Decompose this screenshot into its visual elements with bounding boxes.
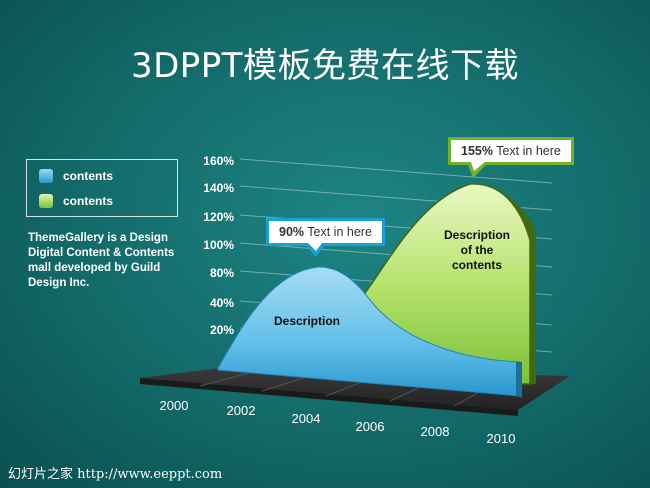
legend: contents contents — [26, 159, 178, 217]
legend-item-blue: contents — [39, 168, 113, 184]
x-tick-label: 2004 — [292, 411, 321, 426]
callout-blue-text: Text in here — [304, 225, 372, 239]
x-tick-label: 2006 — [356, 419, 385, 434]
green-description-line1: Description — [443, 228, 510, 242]
y-tick-label: 140% — [203, 181, 234, 195]
legend-swatch-green — [39, 194, 53, 208]
callout-blue: 90% Text in here — [266, 218, 385, 246]
y-tick-label: 80% — [210, 266, 234, 280]
callout-green-value: 155% — [461, 144, 493, 158]
x-tick-label: 2008 — [421, 424, 450, 439]
callout-blue-value: 90% — [279, 225, 305, 239]
green-description: Description of the contents — [432, 228, 522, 273]
green-description-line2: of the — [460, 243, 494, 257]
legend-swatch-blue — [39, 169, 53, 183]
x-tick-label: 2010 — [487, 431, 516, 446]
legend-label-green: contents — [63, 194, 114, 208]
green-description-line3: contents — [451, 258, 502, 272]
footer: 幻灯片之家 http://www.eeppt.com — [8, 467, 223, 482]
side-description: ThemeGallery is a Design Digital Content… — [28, 232, 175, 289]
legend-item-green: contents — [39, 193, 113, 209]
blue-series-area — [217, 266, 521, 397]
x-tick-label: 2002 — [227, 403, 256, 418]
y-tick-label: 120% — [203, 210, 234, 224]
y-tick-label: 160% — [203, 154, 234, 168]
callout-green-pointer — [467, 162, 489, 178]
grid-line — [239, 158, 553, 184]
x-tick-label: 2000 — [160, 398, 189, 413]
y-tick-label: 100% — [203, 238, 234, 252]
y-tick-label: 40% — [210, 296, 234, 310]
callout-green-text: Text in here — [492, 144, 561, 158]
chart-floor-edge — [140, 378, 518, 416]
y-axis-ticks: 20% 40% 80% 100% 120% 140% 160% — [203, 154, 234, 337]
slide-title: 3DPPT模板免费在线下载 — [130, 46, 520, 86]
blue-series-front — [516, 362, 522, 398]
x-axis-ticks: 2000 2002 2004 2006 2008 2010 — [160, 398, 516, 446]
callout-blue-pointer — [304, 243, 326, 257]
blue-description: Description — [273, 314, 340, 328]
y-tick-label: 20% — [210, 323, 234, 337]
callout-green: 155% Text in here — [448, 137, 574, 165]
legend-label-blue: contents — [63, 169, 114, 183]
